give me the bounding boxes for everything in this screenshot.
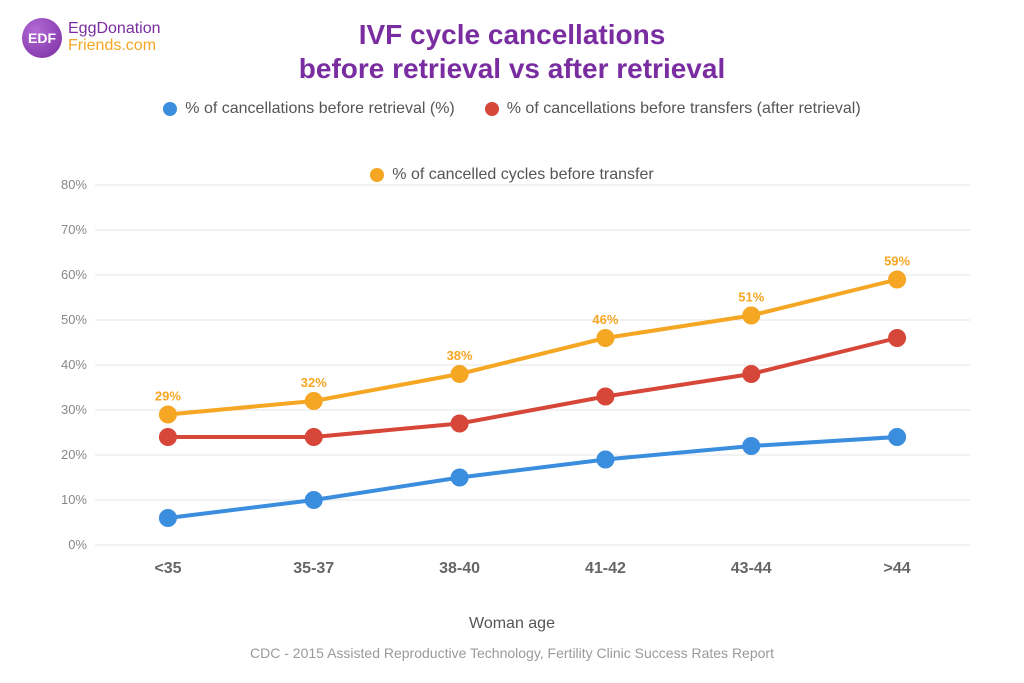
chart-legend: % of cancellations before retrieval (%)%…: [0, 100, 1024, 184]
series-line: [168, 280, 897, 415]
data-point-marker: [453, 417, 467, 431]
data-point-label: 46%: [592, 312, 618, 327]
data-point-marker: [890, 273, 904, 287]
y-tick-label: 20%: [61, 447, 87, 462]
data-point-marker: [744, 309, 758, 323]
data-point-marker: [307, 493, 321, 507]
y-tick-label: 10%: [61, 492, 87, 507]
x-tick-label: <35: [154, 560, 181, 577]
x-tick-label: >44: [884, 560, 911, 577]
data-point-marker: [161, 511, 175, 525]
legend-item: % of cancellations before transfers (aft…: [485, 100, 861, 118]
data-point-label: 51%: [738, 290, 764, 305]
data-point-marker: [161, 430, 175, 444]
series-line: [168, 338, 897, 437]
line-chart: 0% 10% 20% 30% 40% 50% 60% 70% 80% <35 35-37 38-40 4…: [40, 175, 984, 595]
data-point-marker: [890, 331, 904, 345]
data-point-marker: [161, 408, 175, 422]
data-point-marker: [598, 390, 612, 404]
data-point-marker: [453, 367, 467, 381]
data-point-label: 38%: [447, 348, 473, 363]
data-point-marker: [744, 367, 758, 381]
data-point-label: 29%: [155, 389, 181, 404]
x-tick-label: 38-40: [439, 560, 480, 577]
data-point-marker: [307, 394, 321, 408]
y-tick-label: 0%: [68, 537, 87, 552]
data-point-marker: [307, 430, 321, 444]
y-tick-label: 80%: [61, 177, 87, 192]
data-point-marker: [890, 430, 904, 444]
y-tick-label: 40%: [61, 357, 87, 372]
legend-label: % of cancellations before retrieval (%): [185, 100, 454, 118]
series-line: [168, 437, 897, 518]
data-point-marker: [598, 453, 612, 467]
chart-title: IVF cycle cancellations before retrieval…: [0, 18, 1024, 85]
chart-title-line1: IVF cycle cancellations: [359, 19, 666, 50]
x-axis-label: Woman age: [0, 615, 1024, 633]
x-tick-label: 41-42: [585, 560, 626, 577]
x-tick-label: 35-37: [293, 560, 334, 577]
source-citation: CDC - 2015 Assisted Reproductive Technol…: [0, 645, 1024, 661]
data-point-marker: [598, 331, 612, 345]
y-tick-label: 70%: [61, 222, 87, 237]
chart-title-line2: before retrieval vs after retrieval: [299, 53, 725, 84]
y-tick-label: 30%: [61, 402, 87, 417]
y-tick-label: 50%: [61, 312, 87, 327]
legend-label: % of cancellations before transfers (aft…: [507, 100, 861, 118]
x-tick-label: 43-44: [731, 560, 772, 577]
legend-item: % of cancellations before retrieval (%): [163, 100, 454, 118]
data-point-label: 59%: [884, 254, 910, 269]
data-point-label: 32%: [301, 375, 327, 390]
data-point-marker: [744, 439, 758, 453]
legend-marker: [485, 102, 499, 116]
y-tick-label: 60%: [61, 267, 87, 282]
legend-marker: [163, 102, 177, 116]
data-point-marker: [453, 471, 467, 485]
